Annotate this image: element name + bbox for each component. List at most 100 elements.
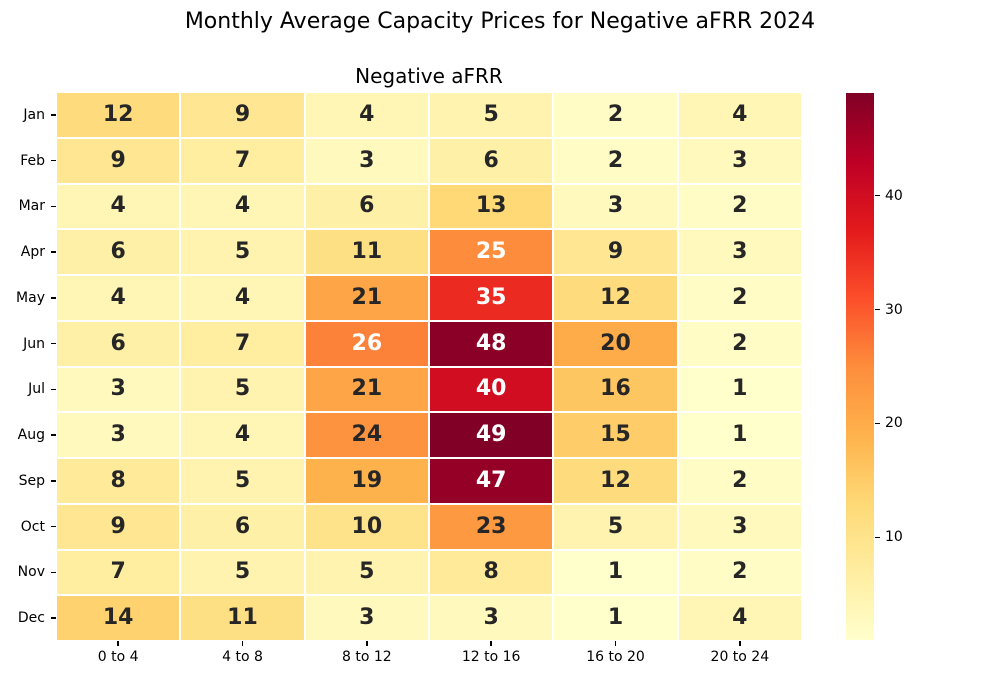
ytick-mark — [51, 297, 56, 299]
heatmap-cell-jul-8-to-12: 21 — [305, 367, 428, 412]
heatmap-cell-aug-4-to-8: 4 — [181, 413, 304, 457]
ytick-mark — [51, 480, 56, 482]
heatmap-cell-oct-20-to-24: 3 — [678, 504, 801, 549]
colorbar-tick-mark — [875, 536, 880, 539]
colorbar-tick-labels: 10 20 30 40 — [874, 93, 934, 640]
heatmap-cell-sep-16-to-20: 12 — [554, 459, 677, 503]
heatmap-cell-mar-20-to-24: 2 — [678, 184, 801, 229]
heatmap-cell-sep-12-to-16: 47 — [430, 459, 553, 503]
ytick-label-jul: Jul — [28, 381, 45, 398]
heatmap-cell-dec-8-to-12: 3 — [305, 596, 428, 640]
colorbar-tick-label-10: 10 — [885, 529, 903, 546]
heatmap-grid: 12 9 4 5 2 4 9 7 3 6 2 3 4 4 6 13 3 2 6 5 11 25 9 3 4 4 21 35 12 2 6 7 2… — [57, 93, 801, 640]
heatmap-cell-jun-0-to-4: 6 — [57, 321, 180, 366]
heatmap-cell-oct-4-to-8: 6 — [181, 504, 304, 549]
ytick-label-dec: Dec — [17, 610, 45, 627]
ytick-mark — [51, 342, 56, 345]
heatmap-cell-jun-12-to-16: 48 — [430, 321, 553, 366]
heatmap-cell-nov-12-to-16: 8 — [430, 550, 553, 595]
heatmap-cell-oct-8-to-12: 10 — [305, 504, 428, 549]
ytick-label-jun: Jun — [23, 335, 45, 352]
heatmap-cell-jun-4-to-8: 7 — [181, 321, 304, 366]
colorbar-tick-label-30: 30 — [885, 301, 903, 318]
heatmap-cell-jul-4-to-8: 5 — [181, 367, 304, 412]
heatmap-cell-may-20-to-24: 2 — [678, 276, 801, 320]
heatmap-cell-feb-12-to-16: 6 — [430, 138, 553, 183]
heatmap-cell-jan-16-to-20: 2 — [554, 93, 677, 137]
axes-title: Negative aFRR — [355, 64, 503, 88]
colorbar-tick-mark — [875, 194, 880, 197]
heatmap-cell-sep-0-to-4: 8 — [57, 459, 180, 503]
heatmap-cell-aug-12-to-16: 49 — [430, 413, 553, 457]
heatmap-cell-sep-4-to-8: 5 — [181, 459, 304, 503]
ytick-mark — [51, 525, 56, 528]
colorbar-gradient — [846, 93, 874, 640]
figure-title: Monthly Average Capacity Prices for Nega… — [184, 9, 816, 34]
heatmap-cell-jul-16-to-20: 16 — [554, 367, 677, 412]
heatmap-cell-mar-16-to-20: 3 — [554, 184, 677, 229]
heatmap-cell-dec-20-to-24: 4 — [678, 596, 801, 640]
heatmap-cell-dec-16-to-20: 1 — [554, 596, 677, 640]
heatmap-cell-oct-0-to-4: 9 — [57, 504, 180, 549]
ytick-label-nov: Nov — [17, 564, 45, 581]
ytick-label-apr: Apr — [20, 244, 45, 261]
heatmap-cell-nov-4-to-8: 5 — [181, 550, 304, 595]
heatmap-cell-sep-20-to-24: 2 — [678, 459, 801, 503]
heatmap-cell-nov-8-to-12: 5 — [305, 550, 428, 595]
colorbar-tick-mark — [875, 422, 880, 425]
ytick-label-sep: Sep — [18, 472, 45, 489]
heatmap-cell-feb-20-to-24: 3 — [678, 138, 801, 183]
xtick-label-12-to-16: 12 to 16 — [461, 649, 521, 665]
heatmap-cell-oct-16-to-20: 5 — [554, 504, 677, 549]
xtick-label-4-to-8: 4 to 8 — [222, 649, 263, 665]
heatmap-cell-jun-16-to-20: 20 — [554, 321, 677, 366]
ytick-label-feb: Feb — [20, 152, 45, 169]
xtick-mark — [490, 641, 492, 646]
ytick-mark — [51, 159, 56, 162]
heatmap-cell-oct-12-to-16: 23 — [430, 504, 553, 549]
colorbar-tick-label-20: 20 — [885, 415, 903, 432]
heatmap-cell-apr-4-to-8: 5 — [181, 230, 304, 274]
heatmap-cell-jul-12-to-16: 40 — [430, 367, 553, 412]
heatmap-cell-apr-20-to-24: 3 — [678, 230, 801, 274]
heatmap-cell-aug-8-to-12: 24 — [305, 413, 428, 457]
heatmap-cell-jun-20-to-24: 2 — [678, 321, 801, 366]
heatmap-cell-dec-12-to-16: 3 — [430, 596, 553, 640]
ytick-mark — [51, 251, 56, 253]
heatmap-cell-may-16-to-20: 12 — [554, 276, 677, 320]
heatmap-cell-feb-4-to-8: 7 — [181, 138, 304, 183]
heatmap-cell-may-12-to-16: 35 — [430, 276, 553, 320]
xtick-label-20-to-24: 20 to 24 — [710, 649, 770, 665]
heatmap-cell-nov-20-to-24: 2 — [678, 550, 801, 595]
heatmap-cell-jan-20-to-24: 4 — [678, 93, 801, 137]
heatmap-cell-aug-0-to-4: 3 — [57, 413, 180, 457]
heatmap-cell-nov-0-to-4: 7 — [57, 550, 180, 595]
heatmap-cell-may-0-to-4: 4 — [57, 276, 180, 320]
ytick-mark — [51, 388, 56, 391]
ytick-mark — [51, 434, 56, 436]
heatmap-cell-apr-12-to-16: 25 — [430, 230, 553, 274]
heatmap-cell-aug-20-to-24: 1 — [678, 413, 801, 457]
ytick-label-mar: Mar — [18, 198, 45, 215]
heatmap-cell-sep-8-to-12: 19 — [305, 459, 428, 503]
ytick-label-may: May — [16, 289, 45, 306]
heatmap-cell-dec-0-to-4: 14 — [57, 596, 180, 640]
xtick-label-8-to-12: 8 to 12 — [341, 649, 392, 665]
xtick-mark — [366, 641, 368, 646]
heatmap-cell-jul-20-to-24: 1 — [678, 367, 801, 412]
heatmap-cell-jan-0-to-4: 12 — [57, 93, 180, 137]
ytick-label-oct: Oct — [20, 518, 45, 535]
colorbar-tick-mark — [875, 308, 880, 311]
xtick-mark — [117, 641, 119, 646]
ytick-label-aug: Aug — [17, 427, 45, 444]
heatmap-cell-apr-0-to-4: 6 — [57, 230, 180, 274]
heatmap-cell-nov-16-to-20: 1 — [554, 550, 677, 595]
x-axis-hour-labels: 0 to 4 4 to 8 8 to 12 12 to 16 16 to 20 20 to… — [57, 640, 801, 676]
xtick-mark — [241, 641, 244, 646]
heatmap-cell-mar-4-to-8: 4 — [181, 184, 304, 229]
xtick-mark — [739, 641, 741, 646]
ytick-mark — [51, 571, 56, 574]
heatmap-cell-apr-8-to-12: 11 — [305, 230, 428, 274]
xtick-label-16-to-20: 16 to 20 — [586, 649, 645, 665]
